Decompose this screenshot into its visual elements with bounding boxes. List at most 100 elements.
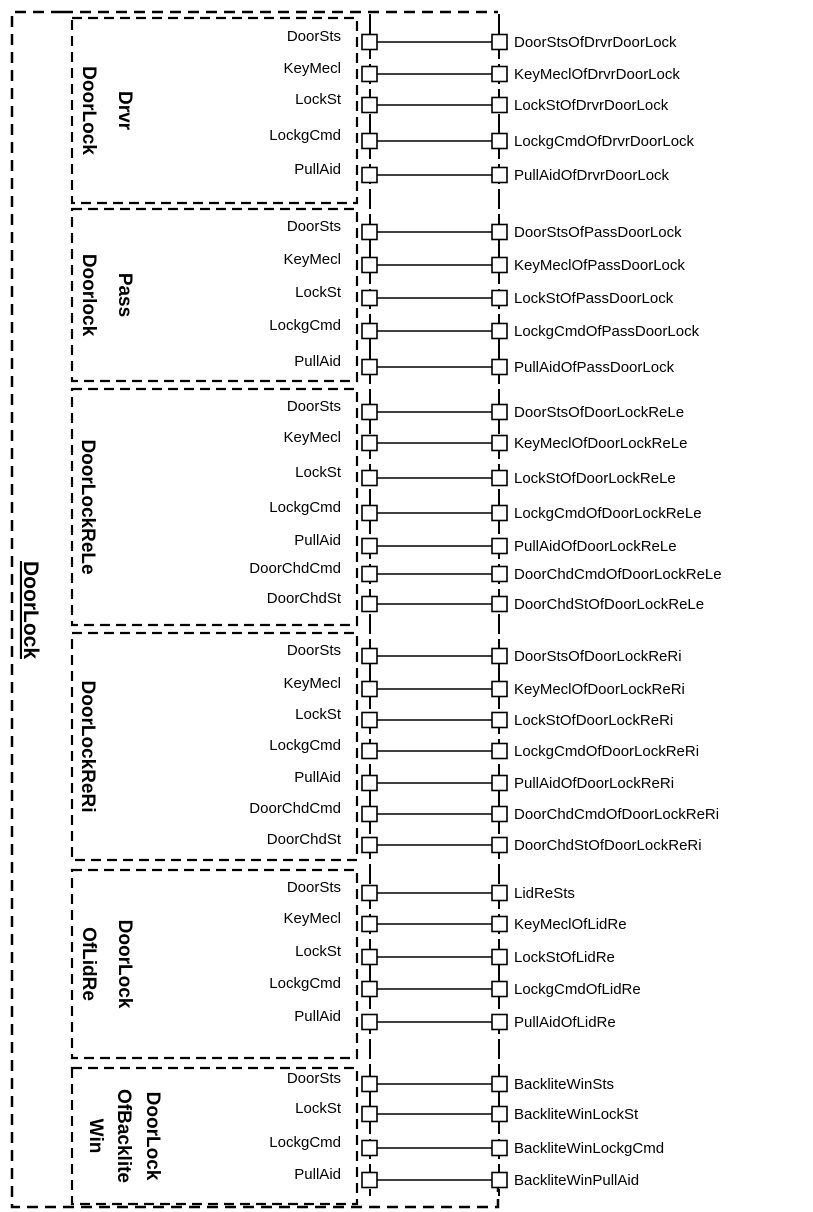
port-box[interactable] [362,982,377,997]
signal-label: LockStOfDoorLockReRi [514,712,673,729]
signal-label: PullAidOfDrvrDoorLock [514,167,670,184]
port-box[interactable] [362,67,377,82]
port-box[interactable] [362,776,377,791]
port-label: PullAid [294,1166,341,1183]
signal-box[interactable] [492,506,507,521]
port-box[interactable] [362,436,377,451]
signal-label: LockgCmdOfDoorLockReRi [514,743,699,760]
port-box[interactable] [362,744,377,759]
signal-box[interactable] [492,436,507,451]
signal-box[interactable] [492,838,507,853]
signal-box[interactable] [492,1015,507,1030]
port-label: LockgCmd [269,499,341,516]
signal-box[interactable] [492,713,507,728]
port-box[interactable] [362,1141,377,1156]
port-label: DoorSts [287,218,341,235]
port-box[interactable] [362,1015,377,1030]
port-label: LockSt [295,284,342,301]
port-box[interactable] [362,35,377,50]
port-box[interactable] [362,649,377,664]
port-box[interactable] [362,567,377,582]
port-box[interactable] [362,506,377,521]
signal-box[interactable] [492,886,507,901]
port-box[interactable] [362,682,377,697]
port-box[interactable] [362,258,377,273]
signal-box[interactable] [492,291,507,306]
port-label: DoorChdCmd [249,560,341,577]
port-box[interactable] [362,713,377,728]
port-box[interactable] [362,360,377,375]
signal-box[interactable] [492,98,507,113]
port-box[interactable] [362,291,377,306]
port-box[interactable] [362,950,377,965]
signal-box[interactable] [492,134,507,149]
port-box[interactable] [362,225,377,240]
signal-box[interactable] [492,776,507,791]
port-box[interactable] [362,597,377,612]
port-label: LockgCmd [269,1134,341,1151]
signal-label: KeyMeclOfPassDoorLock [514,257,685,274]
port-box[interactable] [362,134,377,149]
signal-label: LockgCmdOfPassDoorLock [514,323,700,340]
port-box[interactable] [362,471,377,486]
signal-box[interactable] [492,917,507,932]
signal-label: BackliteWinPullAid [514,1172,639,1189]
signal-box[interactable] [492,597,507,612]
signal-box[interactable] [492,225,507,240]
port-box[interactable] [362,1077,377,1092]
signal-box[interactable] [492,1173,507,1188]
port-box[interactable] [362,917,377,932]
signal-box[interactable] [492,1141,507,1156]
outer-label: DoorLock [19,561,42,659]
signal-box[interactable] [492,682,507,697]
signal-box[interactable] [492,258,507,273]
port-label: PullAid [294,353,341,370]
signal-box[interactable] [492,950,507,965]
signal-box[interactable] [492,1107,507,1122]
group-label-line: Drvr [114,91,135,131]
signal-box[interactable] [492,324,507,339]
group-label-line: DoorLockReLe [77,439,98,574]
port-label: DoorSts [287,398,341,415]
group-label-line: DoorLockReRi [77,681,98,813]
port-box[interactable] [362,1173,377,1188]
signal-label: LockStOfDoorLockReLe [514,470,676,487]
port-box[interactable] [362,98,377,113]
port-label: KeyMecl [283,251,341,268]
signal-label: KeyMeclOfDoorLockReLe [514,435,687,452]
signal-box[interactable] [492,567,507,582]
port-box[interactable] [362,324,377,339]
signal-label: BackliteWinSts [514,1076,614,1093]
signal-box[interactable] [492,67,507,82]
signal-box[interactable] [492,1077,507,1092]
signal-box[interactable] [492,405,507,420]
signal-box[interactable] [492,744,507,759]
signal-label: LockStOfDrvrDoorLock [514,97,669,114]
signal-label: KeyMeclOfDoorLockReRi [514,681,685,698]
signal-box[interactable] [492,982,507,997]
port-box[interactable] [362,886,377,901]
port-label: PullAid [294,1008,341,1025]
signal-box[interactable] [492,168,507,183]
port-label: KeyMecl [283,910,341,927]
port-box[interactable] [362,1107,377,1122]
port-label: DoorChdCmd [249,800,341,817]
signal-box[interactable] [492,539,507,554]
port-label: DoorChdSt [267,590,342,607]
port-label: KeyMecl [283,60,341,77]
port-label: LockgCmd [269,127,341,144]
port-label: LockgCmd [269,737,341,754]
port-box[interactable] [362,539,377,554]
port-box[interactable] [362,838,377,853]
signal-box[interactable] [492,807,507,822]
signal-box[interactable] [492,35,507,50]
port-box[interactable] [362,807,377,822]
group-label-line: Pass [114,273,135,317]
port-box[interactable] [362,405,377,420]
signal-box[interactable] [492,649,507,664]
port-box[interactable] [362,168,377,183]
signal-label: KeyMeclOfDrvrDoorLock [514,66,680,83]
signal-box[interactable] [492,471,507,486]
signal-box[interactable] [492,360,507,375]
